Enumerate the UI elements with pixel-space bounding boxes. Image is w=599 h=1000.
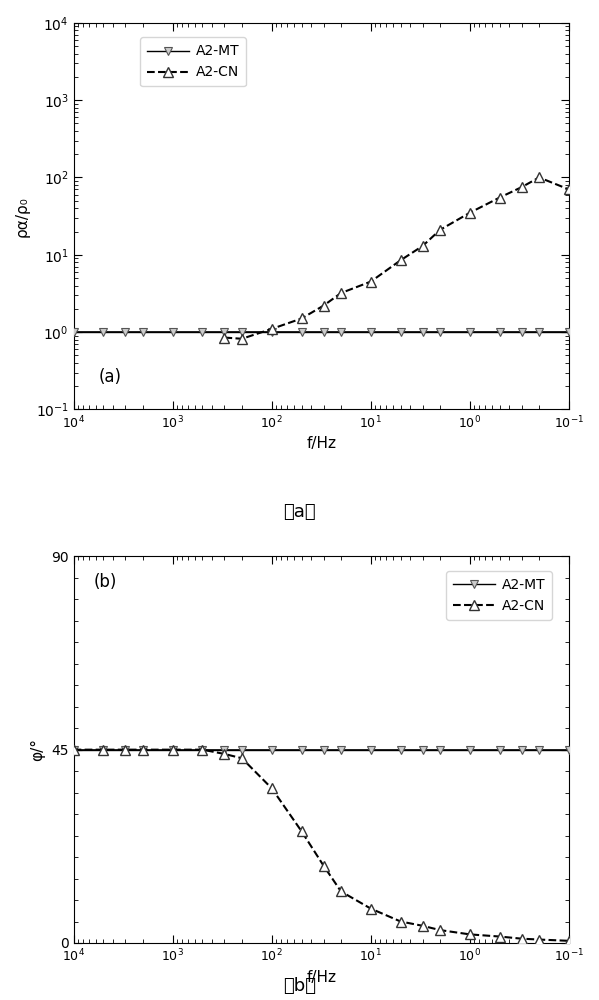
A2-CN xyxy=(565,183,573,195)
A2-CN xyxy=(238,752,246,764)
A2-CN xyxy=(320,860,327,872)
A2-MT xyxy=(565,326,573,338)
A2-CN xyxy=(536,171,543,183)
A2-MT xyxy=(268,744,276,756)
A2-MT xyxy=(298,744,305,756)
A2-CN xyxy=(419,240,426,252)
A2-MT xyxy=(70,326,77,338)
A2-CN xyxy=(320,300,327,312)
A2-MT xyxy=(100,326,107,338)
A2-CN xyxy=(238,333,246,345)
A2-MT xyxy=(268,326,276,338)
X-axis label: f/Hz: f/Hz xyxy=(306,436,336,451)
A2-CN xyxy=(268,323,276,335)
Line: A2-MT: A2-MT xyxy=(69,746,573,754)
A2-MT xyxy=(122,326,129,338)
Text: （a）: （a） xyxy=(283,503,316,521)
A2-MT xyxy=(221,744,228,756)
A2-CN xyxy=(419,920,426,932)
A2-MT xyxy=(518,744,525,756)
A2-CN xyxy=(397,916,404,928)
Text: (b): (b) xyxy=(93,573,117,591)
A2-MT xyxy=(238,326,246,338)
A2-CN xyxy=(70,744,77,756)
A2-MT xyxy=(320,326,327,338)
A2-MT xyxy=(199,326,206,338)
A2-MT xyxy=(565,744,573,756)
A2-MT xyxy=(536,744,543,756)
A2-CN xyxy=(298,312,305,324)
Legend: A2-MT, A2-CN: A2-MT, A2-CN xyxy=(446,571,552,620)
A2-MT xyxy=(169,744,176,756)
A2-CN xyxy=(437,224,444,236)
Y-axis label: ρα/ρ₀: ρα/ρ₀ xyxy=(15,196,30,237)
A2-CN xyxy=(100,744,107,756)
A2-MT xyxy=(139,326,146,338)
A2-CN xyxy=(518,933,525,945)
Line: A2-CN: A2-CN xyxy=(220,173,574,344)
A2-CN xyxy=(221,332,228,344)
A2-MT xyxy=(320,744,327,756)
A2-MT xyxy=(367,326,374,338)
A2-MT xyxy=(199,744,206,756)
A2-CN xyxy=(518,181,525,193)
A2-MT xyxy=(496,326,503,338)
Y-axis label: φ/°: φ/° xyxy=(31,738,46,761)
A2-MT xyxy=(419,744,426,756)
A2-CN xyxy=(298,825,305,837)
A2-MT xyxy=(100,744,107,756)
A2-CN xyxy=(337,287,344,299)
A2-CN xyxy=(367,276,374,288)
A2-MT xyxy=(367,744,374,756)
A2-MT xyxy=(518,326,525,338)
A2-CN xyxy=(466,928,473,940)
X-axis label: f/Hz: f/Hz xyxy=(306,970,336,985)
A2-MT xyxy=(337,744,344,756)
A2-MT xyxy=(466,326,473,338)
A2-CN xyxy=(221,748,228,760)
A2-MT xyxy=(437,744,444,756)
A2-MT xyxy=(466,744,473,756)
A2-CN xyxy=(397,254,404,266)
Legend: A2-MT, A2-CN: A2-MT, A2-CN xyxy=(140,37,246,86)
Line: A2-MT: A2-MT xyxy=(69,328,573,336)
Line: A2-CN: A2-CN xyxy=(69,745,574,946)
A2-CN xyxy=(139,744,146,756)
A2-CN xyxy=(565,935,573,947)
A2-MT xyxy=(169,326,176,338)
A2-MT xyxy=(70,744,77,756)
A2-CN xyxy=(496,192,503,204)
A2-MT xyxy=(397,744,404,756)
A2-CN xyxy=(496,931,503,943)
A2-CN xyxy=(268,782,276,794)
A2-CN xyxy=(122,744,129,756)
Text: (a): (a) xyxy=(98,368,122,386)
A2-MT xyxy=(221,326,228,338)
A2-CN xyxy=(466,207,473,219)
A2-MT xyxy=(397,326,404,338)
A2-MT xyxy=(298,326,305,338)
A2-CN xyxy=(437,924,444,936)
A2-CN xyxy=(199,744,206,756)
A2-CN xyxy=(367,903,374,915)
A2-CN xyxy=(337,885,344,897)
A2-MT xyxy=(122,744,129,756)
A2-CN xyxy=(169,744,176,756)
A2-MT xyxy=(496,744,503,756)
A2-MT xyxy=(139,744,146,756)
Text: （b）: （b） xyxy=(283,977,316,995)
A2-MT xyxy=(419,326,426,338)
A2-CN xyxy=(536,934,543,946)
A2-MT xyxy=(437,326,444,338)
A2-MT xyxy=(337,326,344,338)
A2-MT xyxy=(238,744,246,756)
A2-MT xyxy=(536,326,543,338)
